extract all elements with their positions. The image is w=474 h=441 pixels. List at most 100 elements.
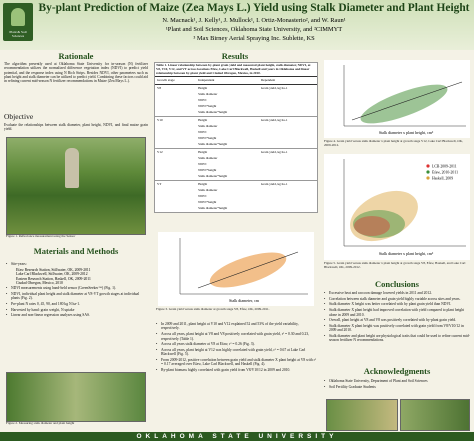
caption: Figure 3. Grain yield versus stalk diame… <box>156 307 270 311</box>
table-cell: Stalk diameter <box>198 187 218 192</box>
list-item: Across all years, plant height at V8 and… <box>156 332 316 341</box>
legend-label: Haskell, 2009 <box>432 177 453 182</box>
list-item: Overall, plant height at V8 and V8 was p… <box>324 318 470 323</box>
table-cell: V10 <box>157 117 163 122</box>
table-row: NDVI*height <box>155 199 317 205</box>
table-row: NDVI*height <box>155 103 317 109</box>
list-item: Pre-plant N rates 0, 45, 90, and 180 kg … <box>6 302 148 307</box>
list-item: Stalk diameter X height was better corre… <box>324 302 470 307</box>
table-cell: NDVI <box>198 162 207 167</box>
table-row: V10 Height Grain yield, kg ha-1 <box>155 116 317 123</box>
list-item: NDVI measurements using hand-held sensor… <box>6 286 148 291</box>
list-item: Linear and non-linear regression analyse… <box>6 313 148 318</box>
caption: Figure 5. Grain yield versus stalk diame… <box>324 261 466 269</box>
paragraph: The algorithm presently used at Oklahoma… <box>4 62 148 84</box>
figure-bg <box>324 154 470 260</box>
table-cell: Height <box>198 149 208 154</box>
table-cell <box>155 109 196 116</box>
table-row: VT Height Grain yield, kg ha-1 <box>155 180 317 187</box>
table-row: NDVI*height <box>155 167 317 173</box>
axis-label: Stalk diameter x plant height, cm³ <box>379 251 434 257</box>
list-item: Soil Fertility Graduate Students <box>324 385 470 390</box>
table-row: NDVI <box>155 193 317 199</box>
table-row: NDVI <box>155 129 317 135</box>
table-row: Stalk diameter <box>155 123 317 129</box>
photo-figure <box>65 148 79 188</box>
logo-text: Plant & Soil Sciences <box>9 30 27 38</box>
table-cell: Height <box>198 117 208 122</box>
table-row: Stalk diameter*height <box>155 109 317 116</box>
table-row: Stalk diameter*height <box>155 205 317 211</box>
table-cell: Stalk diameter*height <box>198 110 228 115</box>
authors: N. Macnack¹, J. Kelly¹, J. Mullock¹, I. … <box>162 17 346 24</box>
legend-label: Efaw, 2010-2011 <box>432 171 458 176</box>
figure: Stalk diameter, cm <box>158 232 314 306</box>
caption: Figure 1. Reflectance measurement using … <box>6 234 76 238</box>
table-cell: V12 <box>157 149 163 154</box>
section-heading: Conclusions <box>375 279 419 289</box>
table-cell: NDVI <box>198 130 207 135</box>
table-row: V8 Height Grain yield, kg ha-1 <box>155 84 317 91</box>
table-cell <box>259 173 317 180</box>
table-cell <box>155 205 196 211</box>
table-cell: Stalk diameter*height <box>198 142 228 147</box>
legend-swatch <box>426 170 430 174</box>
logo-emblem <box>11 8 25 26</box>
list-item: In 2009 and 2011, plant height at V10 an… <box>156 322 316 331</box>
table-row: Stalk diameter*height <box>155 141 317 148</box>
section-heading: Acknowledgments <box>363 366 431 376</box>
figure: Stalk diameter x plant height, cm³ LCB 2… <box>324 154 470 260</box>
table-row: Stalk diameter <box>155 155 317 161</box>
legend-swatch <box>426 164 430 168</box>
section-heading: Objective <box>4 112 34 121</box>
axis-label: Stalk diameter x plant height, cm³ <box>379 130 434 136</box>
table-row: Stalk diameter <box>155 187 317 193</box>
table-cell: Height <box>198 85 208 90</box>
list-item: By-plant biomass highly correlated with … <box>156 368 316 373</box>
table-cell: Height <box>198 181 208 186</box>
table-row: NDVI*height <box>155 135 317 141</box>
list: Excessive heat and raccoon damage lowere… <box>324 291 470 344</box>
table-row: NDVI <box>155 97 317 103</box>
table-cell: Stalk diameter <box>198 123 218 128</box>
title: By-plant Prediction of Maize (Zea Mays L… <box>38 2 470 14</box>
photo <box>6 137 146 235</box>
list-item: Eastern Research Station, Haskell, OK, 2… <box>16 276 91 281</box>
paragraph: Evaluate the relationships between stalk… <box>4 123 148 132</box>
table-cell: V8 <box>157 85 162 90</box>
section-heading: Materials and Methods <box>33 246 119 256</box>
table-cell <box>155 141 196 148</box>
trend-line <box>197 251 299 289</box>
list-item: Excessive heat and raccoon damage lowere… <box>324 291 470 296</box>
table-cell <box>259 141 317 148</box>
table-cell: Grain yield, kg ha-1 <box>260 181 288 186</box>
table-cell: NDVI <box>198 98 207 102</box>
list-item: Oklahoma State University, Department of… <box>324 379 470 384</box>
point-cloud <box>353 210 405 238</box>
table-cell: Stalk diameter <box>198 91 218 96</box>
list-item: NDVI, individual plant height and stalk … <box>6 292 148 301</box>
table-cell: VT <box>157 181 162 186</box>
list-item: Lake Carl Blackwell, Stillwater, OK, 200… <box>16 272 88 277</box>
sites-list: Efaw Research Station, Stillwater, OK, 2… <box>6 268 148 286</box>
axis-label: Stalk diameter, cm <box>229 298 260 304</box>
list-item: Ciudad Obregon, Mexico, 2010 <box>16 281 63 286</box>
table-cell <box>259 205 317 211</box>
affiliation: ³ Max Birney Aerial Spraying Inc. Sublet… <box>193 35 315 42</box>
table-cell: NDVI*height <box>198 200 217 205</box>
table-cell: Stalk diameter <box>198 155 218 160</box>
figure: Stalk diameter x plant height, cm³ <box>324 60 470 138</box>
column-header: Growth stage <box>157 78 175 83</box>
legend-label: LCB 2009-2011 <box>432 165 457 169</box>
table-row: V12 Height Grain yield, kg ha-1 <box>155 148 317 155</box>
table-cell: NDVI*height <box>198 104 217 109</box>
table-cell: NDVI*height <box>198 136 217 141</box>
logo: Plant & Soil Sciences <box>3 3 33 41</box>
trend-line <box>351 81 463 121</box>
table-cell: Grain yield, kg ha-1 <box>260 149 288 154</box>
list-item: Efaw Research Station, Stillwater, OK, 2… <box>16 267 91 272</box>
table-row: NDVI <box>155 161 317 167</box>
table-cell: Stalk diameter*height <box>198 206 228 211</box>
list-item: Stalk diameter X plant height had improv… <box>324 308 470 317</box>
